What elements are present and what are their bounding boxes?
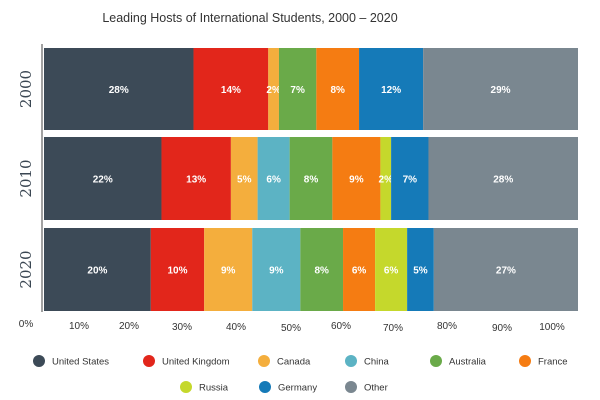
bar-2020-united-states bbox=[44, 228, 151, 311]
legend-swatch-france bbox=[519, 355, 531, 367]
x-tick-label-9: 90% bbox=[492, 323, 512, 334]
bar-2020-united-kingdom bbox=[150, 228, 205, 311]
x-tick-label-7: 70% bbox=[383, 323, 403, 334]
legend-swatch-united-states bbox=[33, 355, 45, 367]
y-tick-label-2020: 2020 bbox=[17, 250, 35, 288]
x-tick-label-3: 30% bbox=[172, 322, 192, 333]
data-label-2000-germany: 12% bbox=[381, 85, 401, 96]
chart-title: Leading Hosts of International Students,… bbox=[102, 11, 397, 25]
bar-2010-australia bbox=[289, 137, 333, 220]
x-tick-label-5: 50% bbox=[281, 323, 301, 334]
bar-2010-other bbox=[428, 137, 578, 220]
bar-2010-france bbox=[332, 137, 381, 220]
legend-label-china: China bbox=[364, 357, 390, 368]
data-label-2010-australia: 8% bbox=[304, 175, 319, 186]
data-label-2000-other: 29% bbox=[491, 85, 511, 96]
data-label-2020-united-states: 20% bbox=[87, 266, 107, 277]
data-label-2020-united-kingdom: 10% bbox=[167, 266, 187, 277]
legend-swatch-germany bbox=[259, 381, 271, 393]
bar-2000-canada bbox=[268, 48, 279, 130]
legend-swatch-russia bbox=[180, 381, 192, 393]
data-label-2000-france: 8% bbox=[330, 85, 345, 96]
legend-swatch-canada bbox=[258, 355, 270, 367]
data-label-2020-australia: 8% bbox=[314, 266, 329, 277]
data-label-2010-other: 28% bbox=[493, 175, 513, 186]
bar-2000-other bbox=[423, 48, 578, 130]
bar-2010-russia bbox=[380, 137, 392, 220]
bar-2000-france bbox=[316, 48, 360, 130]
legend-label-canada: Canada bbox=[277, 357, 311, 368]
legend-swatch-china bbox=[345, 355, 357, 367]
bar-2010-united-kingdom bbox=[161, 137, 231, 220]
bar-2020-france bbox=[343, 228, 376, 311]
data-label-2010-france: 9% bbox=[349, 175, 364, 186]
bar-2000-united-kingdom bbox=[193, 48, 269, 130]
bar-2010-canada bbox=[230, 137, 258, 220]
bar-2020-russia bbox=[375, 228, 408, 311]
legend-swatch-united-kingdom bbox=[143, 355, 155, 367]
y-tick-label-2000: 2000 bbox=[17, 70, 35, 108]
data-label-2010-china: 6% bbox=[266, 175, 281, 186]
legend-label-france: France bbox=[538, 357, 568, 368]
x-tick-label-8: 80% bbox=[437, 321, 457, 332]
data-label-2010-germany: 7% bbox=[403, 175, 418, 186]
legend-label-australia: Australia bbox=[449, 357, 487, 368]
x-tick-label-10: 100% bbox=[539, 322, 565, 333]
data-label-2020-russia: 6% bbox=[384, 266, 399, 277]
legend-label-germany: Germany bbox=[278, 383, 317, 394]
bar-2010-china bbox=[257, 137, 290, 220]
data-label-2020-germany: 5% bbox=[413, 266, 428, 277]
data-label-2010-united-kingdom: 13% bbox=[186, 175, 206, 186]
data-label-2010-united-states: 22% bbox=[93, 175, 113, 186]
data-label-2020-china: 9% bbox=[269, 266, 284, 277]
x-tick-label-6: 60% bbox=[331, 321, 351, 332]
legend-label-united-kingdom: United Kingdom bbox=[162, 357, 230, 368]
data-label-2000-australia: 7% bbox=[290, 85, 305, 96]
data-label-2000-canada: 2% bbox=[266, 85, 281, 96]
data-label-2000-united-kingdom: 14% bbox=[221, 85, 241, 96]
data-label-2020-france: 6% bbox=[352, 266, 367, 277]
bar-2000-australia bbox=[278, 48, 317, 130]
bar-2020-canada bbox=[204, 228, 253, 311]
data-label-2010-russia: 2% bbox=[379, 175, 394, 186]
bar-2020-china bbox=[252, 228, 301, 311]
bar-2020-australia bbox=[300, 228, 344, 311]
data-label-2020-other: 27% bbox=[496, 266, 516, 277]
data-label-2000-united-states: 28% bbox=[109, 85, 129, 96]
bar-2020-other bbox=[433, 228, 578, 311]
data-label-2020-canada: 9% bbox=[221, 266, 236, 277]
bar-2020-germany bbox=[407, 228, 434, 311]
legend-swatch-other bbox=[345, 381, 357, 393]
legend-label-united-states: United States bbox=[52, 357, 109, 368]
legend-label-russia: Russia bbox=[199, 383, 229, 394]
bar-2000-united-states bbox=[44, 48, 194, 130]
x-tick-label-0: 0% bbox=[19, 319, 34, 330]
y-tick-label-2010: 2010 bbox=[17, 159, 35, 197]
bar-2010-germany bbox=[391, 137, 429, 220]
legend-label-other: Other bbox=[364, 383, 388, 394]
x-tick-label-1: 10% bbox=[69, 321, 89, 332]
data-label-2010-canada: 5% bbox=[237, 175, 252, 186]
bar-2010-united-states bbox=[44, 137, 162, 220]
legend-swatch-australia bbox=[430, 355, 442, 367]
x-tick-label-4: 40% bbox=[226, 322, 246, 333]
bar-2000-germany bbox=[359, 48, 424, 130]
x-tick-label-2: 20% bbox=[119, 321, 139, 332]
